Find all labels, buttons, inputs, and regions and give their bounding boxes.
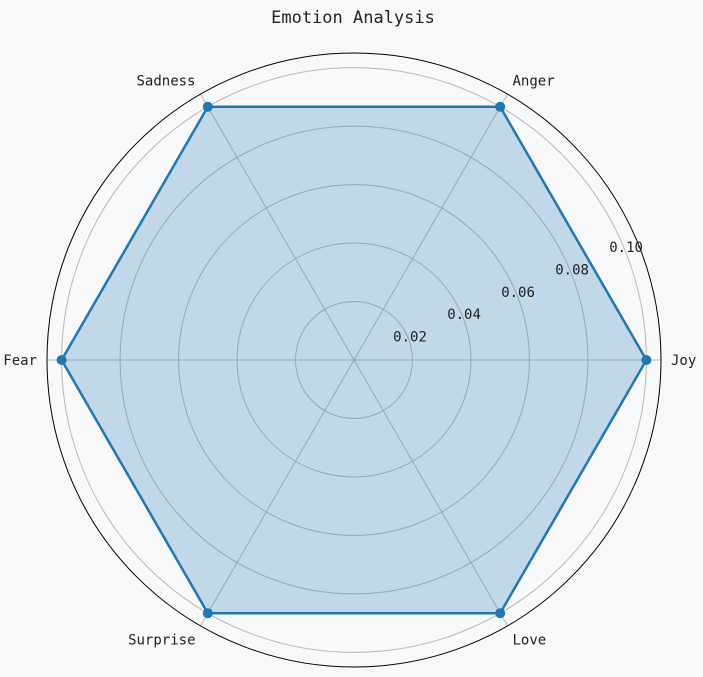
data-point-fear [56, 355, 67, 365]
data-point-surprise [202, 608, 213, 619]
r-tick-label: 0.10 [609, 240, 643, 256]
category-label-love: Love [513, 633, 547, 649]
spoke-surprise [200, 359, 355, 627]
outer-ring [46, 52, 662, 668]
series-area [61, 106, 647, 614]
category-label-joy: Joy [671, 353, 696, 369]
data-point-joy [641, 355, 652, 365]
chart-title: Emotion Analysis [271, 8, 435, 28]
category-label-anger: Anger [513, 73, 555, 89]
spoke-love [353, 359, 508, 627]
r-tick-label: 0.04 [447, 307, 481, 323]
category-label-fear: Fear [3, 353, 37, 369]
label-layer: 0.02 0.04 0.06 0.08 0.10 Joy Anger Sadness Fear S… [3, 73, 696, 648]
category-label-sadness: Sadness [136, 73, 195, 89]
data-layer [56, 101, 652, 619]
data-point-love [495, 608, 506, 619]
data-point-anger [495, 101, 506, 112]
r-tick-label: 0.02 [393, 330, 427, 346]
data-point-sadness [202, 101, 213, 112]
category-label-surprise: Surprise [128, 633, 195, 649]
spoke-anger [353, 93, 508, 361]
spoke-sadness [200, 93, 355, 361]
r-tick-label: 0.06 [501, 285, 535, 301]
r-tick-label: 0.08 [555, 262, 589, 278]
